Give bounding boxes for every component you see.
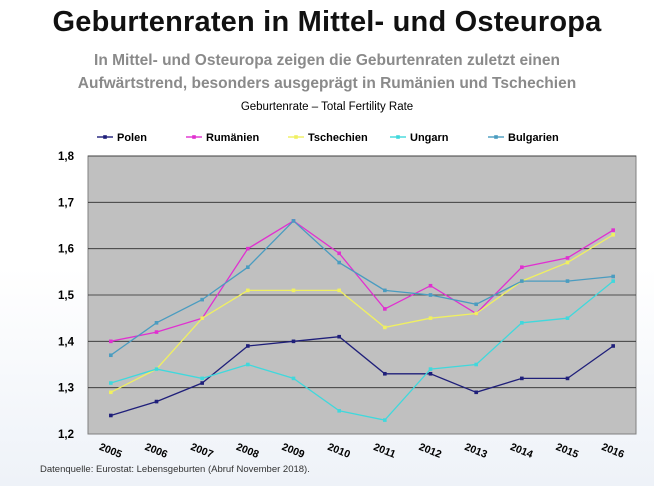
- data-point: [246, 362, 250, 367]
- legend-marker: [103, 135, 107, 139]
- legend-label: Ungarn: [410, 132, 449, 144]
- data-point: [383, 418, 387, 422]
- x-tick-label: 2012: [417, 441, 443, 461]
- data-point: [200, 381, 204, 385]
- data-point: [109, 381, 113, 385]
- legend-label: Bulgarien: [508, 132, 559, 144]
- data-point: [291, 219, 296, 223]
- data-point: [611, 344, 615, 348]
- data-point: [565, 316, 570, 320]
- data-point: [337, 288, 341, 293]
- y-tick-label: 1,3: [58, 383, 74, 395]
- x-tick-label: 2010: [326, 441, 352, 461]
- legend-marker: [396, 135, 400, 139]
- data-point: [611, 274, 615, 279]
- data-point: [246, 265, 250, 269]
- legend-marker: [294, 135, 298, 139]
- data-point: [337, 409, 341, 413]
- legend-marker: [494, 135, 498, 139]
- data-point: [520, 376, 524, 381]
- data-point: [337, 251, 341, 256]
- data-point: [428, 283, 433, 288]
- y-tick-label: 1,2: [58, 429, 74, 441]
- legend-label: Rumänien: [206, 132, 259, 144]
- data-point: [154, 399, 159, 404]
- data-point: [383, 371, 387, 376]
- subtitle-line-1: In Mittel- und Osteuropa zeigen die Gebu…: [94, 52, 560, 69]
- series-line-rumänien: [110, 220, 614, 342]
- data-point: [428, 371, 433, 376]
- data-point: [383, 307, 387, 311]
- x-tick-label: 2015: [554, 441, 580, 461]
- data-point: [291, 376, 296, 381]
- data-point: [565, 256, 570, 260]
- legend-label: Tschechien: [308, 132, 368, 144]
- data-point: [383, 325, 387, 330]
- series-line-tschechien: [110, 234, 614, 393]
- data-point: [291, 288, 296, 293]
- data-point: [383, 288, 387, 293]
- data-point: [520, 279, 524, 283]
- x-tick-label: 2014: [508, 441, 534, 461]
- series-line-polen: [110, 336, 614, 417]
- x-tick-label: 2016: [600, 441, 626, 461]
- data-point: [109, 339, 113, 344]
- data-point: [246, 344, 250, 348]
- data-point: [611, 232, 615, 237]
- data-point: [154, 321, 159, 325]
- x-tick-label: 2005: [97, 441, 123, 461]
- y-tick-label: 1,6: [58, 244, 74, 256]
- data-point: [474, 311, 478, 316]
- x-tick-label: 2008: [234, 441, 260, 461]
- data-point: [200, 376, 204, 381]
- data-point: [246, 288, 250, 293]
- series-line-ungarn: [110, 280, 614, 421]
- data-point: [565, 279, 570, 283]
- data-point: [474, 362, 478, 367]
- series-line-bulgarien: [110, 219, 614, 356]
- data-point: [154, 330, 159, 334]
- data-point: [565, 376, 570, 381]
- data-point: [291, 339, 296, 344]
- chart-title: Geburtenrate – Total Fertility Rate: [240, 101, 414, 113]
- y-tick-label: 1,8: [58, 151, 75, 163]
- page-title: Geburtenraten in Mittel- und Osteuropa: [52, 6, 602, 38]
- data-point: [428, 316, 433, 320]
- data-point: [154, 367, 159, 371]
- data-point: [337, 260, 341, 265]
- data-point: [109, 413, 113, 418]
- data-point: [611, 228, 615, 232]
- data-point: [337, 334, 341, 339]
- data-point: [109, 390, 113, 395]
- x-tick-label: 2007: [189, 441, 215, 461]
- y-tick-label: 1,4: [58, 336, 75, 348]
- data-point: [520, 321, 524, 325]
- data-point: [428, 367, 433, 371]
- data-point: [109, 353, 113, 358]
- y-tick-label: 1,7: [58, 197, 74, 209]
- data-point: [611, 279, 615, 283]
- data-point: [428, 293, 433, 297]
- legend-marker: [192, 135, 196, 139]
- y-tick-label: 1,5: [58, 290, 75, 302]
- legend-label: Polen: [117, 132, 147, 144]
- data-point: [474, 390, 478, 395]
- data-source-note: Datenquelle: Eurostat: Lebensgeburten (A…: [40, 464, 310, 475]
- x-tick-label: 2009: [280, 441, 306, 461]
- x-tick-label: 2011: [372, 441, 398, 461]
- data-point: [565, 260, 570, 265]
- data-point: [474, 302, 478, 307]
- subtitle-line-2: Aufwärtstrend, besonders ausgeprägt in R…: [77, 75, 577, 92]
- data-point: [520, 265, 524, 269]
- x-tick-label: 2006: [143, 441, 169, 461]
- data-point: [200, 297, 204, 302]
- data-point: [246, 246, 250, 251]
- data-point: [200, 316, 204, 320]
- x-tick-label: 2013: [463, 441, 489, 461]
